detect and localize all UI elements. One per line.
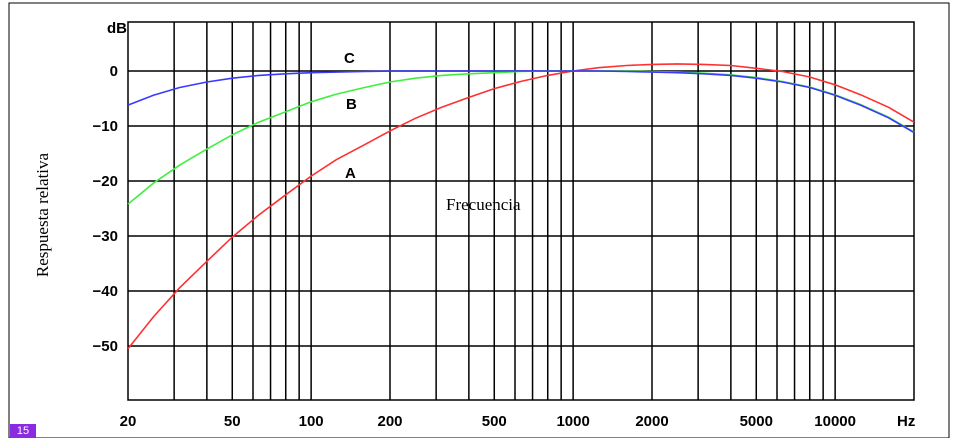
- x-tick-label: 1000: [556, 413, 589, 430]
- y-tick-label: −50: [93, 338, 118, 355]
- curve-label-b: B: [346, 96, 357, 113]
- y-tick-label: −20: [93, 173, 118, 190]
- y-tick-label: 0: [110, 63, 118, 80]
- series-layer: [127, 63, 915, 350]
- tick-labels: 20 50 100 200 500 1000 2000 5000 10000 0 −10 −20 −30…: [93, 63, 856, 430]
- x-tick-label: 10000: [814, 413, 856, 430]
- y-unit-label: dB: [107, 20, 127, 37]
- grid: [128, 22, 914, 400]
- outer-border: [8, 2, 950, 439]
- curve-label-c: C: [344, 50, 355, 67]
- x-unit-label: Hz: [897, 413, 915, 430]
- y-axis-label: Respuesta relativa: [33, 152, 52, 277]
- x-axis-label: Frecuencia: [446, 195, 521, 214]
- x-tick-label: 2000: [635, 413, 668, 430]
- series-line-a: [127, 63, 915, 350]
- x-tick-label: 100: [299, 413, 324, 430]
- curve-label-a: A: [345, 165, 356, 182]
- x-tick-label: 20: [120, 413, 137, 430]
- y-tick-label: −10: [93, 118, 118, 135]
- x-tick-label: 200: [377, 413, 402, 430]
- series-line-c: [127, 70, 915, 134]
- y-tick-label: −30: [93, 228, 118, 245]
- x-tick-label: 50: [224, 413, 241, 430]
- plot-border: [127, 21, 915, 401]
- x-tick-label: 500: [482, 413, 507, 430]
- y-tick-label: −40: [93, 283, 118, 300]
- x-tick-label: 5000: [740, 413, 773, 430]
- page-number-badge: 15: [10, 424, 36, 438]
